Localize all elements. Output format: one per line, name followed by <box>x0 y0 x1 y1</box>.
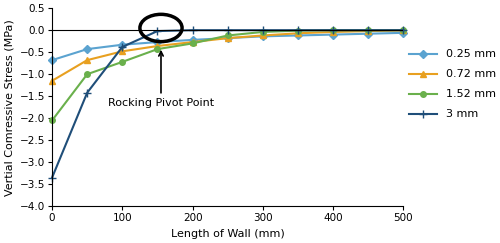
Line: 0.25 mm: 0.25 mm <box>50 30 406 63</box>
0.72 mm <box>190 41 196 43</box>
0.25 mm <box>120 43 126 46</box>
0.72 mm <box>366 30 372 33</box>
1.52 mm <box>190 42 196 45</box>
0.72 mm <box>330 30 336 33</box>
1.52 mm <box>84 73 90 76</box>
3 mm <box>120 45 126 48</box>
1.52 mm <box>366 29 372 32</box>
0.72 mm <box>154 44 160 47</box>
3 mm <box>366 29 372 32</box>
0.72 mm <box>84 59 90 61</box>
1.52 mm <box>225 34 231 37</box>
0.25 mm <box>84 48 90 51</box>
3 mm <box>330 29 336 32</box>
1.52 mm <box>400 29 406 32</box>
Line: 0.72 mm: 0.72 mm <box>48 27 407 84</box>
3 mm <box>295 29 301 32</box>
3 mm <box>84 91 90 94</box>
0.25 mm <box>49 59 55 61</box>
3 mm <box>154 30 160 33</box>
1.52 mm <box>295 29 301 32</box>
3 mm <box>225 29 231 32</box>
0.72 mm <box>295 32 301 35</box>
Line: 3 mm: 3 mm <box>48 26 408 182</box>
0.72 mm <box>260 34 266 37</box>
0.25 mm <box>400 31 406 34</box>
0.25 mm <box>190 38 196 41</box>
1.52 mm <box>120 61 126 63</box>
0.72 mm <box>400 29 406 32</box>
1.52 mm <box>330 29 336 32</box>
Y-axis label: Vertial Comressive Stress (MPa): Vertial Comressive Stress (MPa) <box>4 19 14 196</box>
0.25 mm <box>366 32 372 35</box>
X-axis label: Length of Wall (mm): Length of Wall (mm) <box>171 229 284 239</box>
Line: 1.52 mm: 1.52 mm <box>50 27 406 123</box>
Text: Rocking Pivot Point: Rocking Pivot Point <box>108 52 214 108</box>
3 mm <box>400 29 406 32</box>
0.25 mm <box>260 35 266 38</box>
0.25 mm <box>295 34 301 37</box>
3 mm <box>260 29 266 32</box>
0.72 mm <box>120 50 126 53</box>
0.72 mm <box>49 79 55 82</box>
0.25 mm <box>154 41 160 43</box>
3 mm <box>190 29 196 32</box>
3 mm <box>49 176 55 179</box>
1.52 mm <box>154 48 160 51</box>
1.52 mm <box>49 119 55 122</box>
1.52 mm <box>260 30 266 33</box>
Legend: 0.25 mm, 0.72 mm, 1.52 mm, 3 mm: 0.25 mm, 0.72 mm, 1.52 mm, 3 mm <box>409 49 496 119</box>
0.72 mm <box>225 37 231 40</box>
0.25 mm <box>225 37 231 40</box>
0.25 mm <box>330 33 336 36</box>
